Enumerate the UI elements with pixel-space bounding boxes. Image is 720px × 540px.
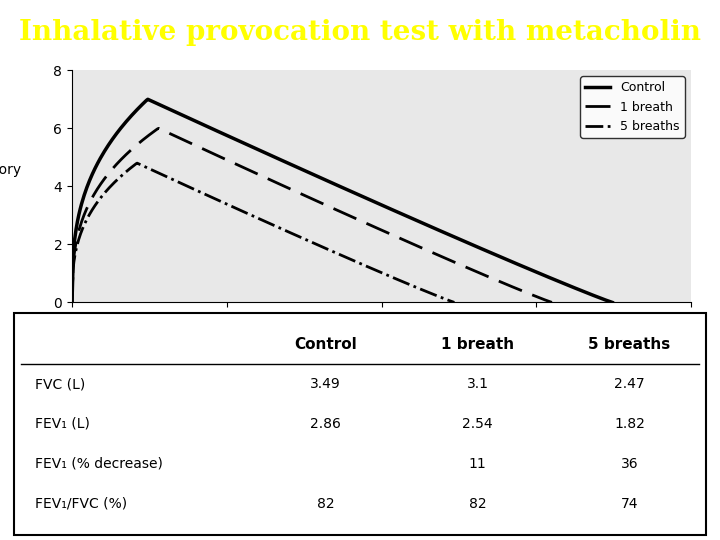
Text: Control: Control <box>294 337 357 352</box>
Text: 82: 82 <box>317 497 334 511</box>
Text: 2.86: 2.86 <box>310 417 341 431</box>
Text: FEV₁/FVC (%): FEV₁/FVC (%) <box>35 497 127 511</box>
Text: 36: 36 <box>621 457 639 471</box>
Text: FEV₁ (% decrease): FEV₁ (% decrease) <box>35 457 163 471</box>
Text: 11: 11 <box>469 457 487 471</box>
Text: FEV₁ (L): FEV₁ (L) <box>35 417 90 431</box>
Text: 1 breath: 1 breath <box>441 337 514 352</box>
X-axis label: Volume (L): Volume (L) <box>341 332 423 347</box>
Text: 1.82: 1.82 <box>614 417 645 431</box>
Text: 74: 74 <box>621 497 639 511</box>
Y-axis label: Expiratory
flow
(L/s): Expiratory flow (L/s) <box>0 163 22 210</box>
Legend: Control, 1 breath, 5 breaths: Control, 1 breath, 5 breaths <box>580 77 685 138</box>
Text: 82: 82 <box>469 497 486 511</box>
Text: 5 breaths: 5 breaths <box>588 337 671 352</box>
Text: 2.47: 2.47 <box>614 377 645 391</box>
Text: Inhalative provocation test with metacholin: Inhalative provocation test with metacho… <box>19 19 701 46</box>
Text: 3.49: 3.49 <box>310 377 341 391</box>
Text: 2.54: 2.54 <box>462 417 492 431</box>
Text: FVC (L): FVC (L) <box>35 377 86 391</box>
Text: 3.1: 3.1 <box>467 377 488 391</box>
